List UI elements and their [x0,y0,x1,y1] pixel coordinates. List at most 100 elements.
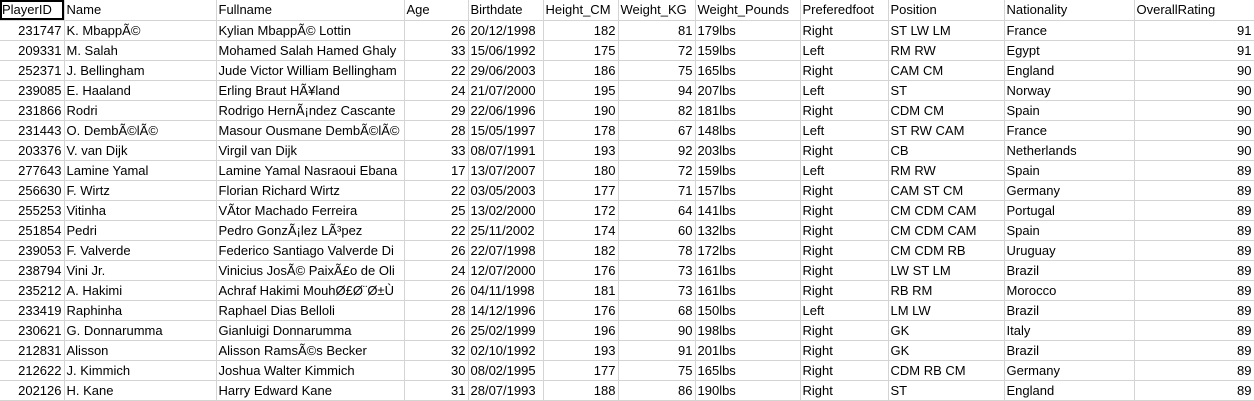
column-header-fullname[interactable]: Fullname [216,0,405,21]
cell-age[interactable]: 28 [404,300,469,321]
cell-position[interactable]: CM CDM RB [888,240,1005,261]
cell-player-id[interactable]: 203376 [0,140,65,161]
cell-height-cm[interactable]: 195 [543,80,619,101]
cell-position[interactable]: LW ST LM [888,260,1005,281]
cell-position[interactable]: LM LW [888,300,1005,321]
column-header-weight-kg[interactable]: Weight_KG [618,0,696,21]
cell-weight-kg[interactable]: 92 [618,140,696,161]
cell-height-cm[interactable]: 177 [543,180,619,201]
cell-age[interactable]: 24 [404,260,469,281]
cell-fullname[interactable]: Masour Ousmane DembÃ©lÃ© [216,120,405,141]
cell-age[interactable]: 33 [404,140,469,161]
cell-nationality[interactable]: Spain [1004,220,1135,241]
cell-preferred-foot[interactable]: Right [800,340,889,361]
column-header-preferred-foot[interactable]: Preferedfoot [800,0,889,21]
cell-weight-kg[interactable]: 67 [618,120,696,141]
cell-weight-pounds[interactable]: 179lbs [695,20,801,41]
cell-weight-kg[interactable]: 86 [618,380,696,401]
cell-age[interactable]: 26 [404,20,469,41]
cell-age[interactable]: 28 [404,120,469,141]
cell-fullname[interactable]: Joshua Walter Kimmich [216,360,405,381]
cell-player-id[interactable]: 255253 [0,200,65,221]
cell-position[interactable]: RM RW [888,160,1005,181]
cell-name[interactable]: Vini Jr. [64,260,217,281]
cell-weight-kg[interactable]: 81 [618,20,696,41]
cell-fullname[interactable]: Lamine Yamal Nasraoui Ebana [216,160,405,181]
column-header-player-id[interactable]: PlayerID [0,0,65,21]
cell-weight-kg[interactable]: 72 [618,160,696,181]
cell-player-id[interactable]: 231747 [0,20,65,41]
cell-nationality[interactable]: France [1004,20,1135,41]
cell-overall-rating[interactable]: 89 [1134,280,1254,301]
cell-player-id[interactable]: 231443 [0,120,65,141]
cell-weight-pounds[interactable]: 201lbs [695,340,801,361]
cell-height-cm[interactable]: 193 [543,140,619,161]
cell-age[interactable]: 25 [404,200,469,221]
cell-height-cm[interactable]: 190 [543,100,619,121]
cell-preferred-foot[interactable]: Right [800,60,889,81]
cell-weight-kg[interactable]: 73 [618,260,696,281]
cell-age[interactable]: 33 [404,40,469,61]
cell-overall-rating[interactable]: 89 [1134,300,1254,321]
cell-height-cm[interactable]: 177 [543,360,619,381]
cell-nationality[interactable]: Portugal [1004,200,1135,221]
cell-preferred-foot[interactable]: Right [800,100,889,121]
cell-overall-rating[interactable]: 90 [1134,140,1254,161]
cell-player-id[interactable]: 233419 [0,300,65,321]
cell-weight-pounds[interactable]: 161lbs [695,260,801,281]
cell-height-cm[interactable]: 176 [543,260,619,281]
cell-fullname[interactable]: Florian Richard Wirtz [216,180,405,201]
cell-player-id[interactable]: 230621 [0,320,65,341]
cell-age[interactable]: 26 [404,240,469,261]
cell-overall-rating[interactable]: 89 [1134,180,1254,201]
cell-player-id[interactable]: 239053 [0,240,65,261]
cell-overall-rating[interactable]: 89 [1134,220,1254,241]
cell-overall-rating[interactable]: 89 [1134,320,1254,341]
cell-position[interactable]: CM CDM CAM [888,220,1005,241]
cell-overall-rating[interactable]: 91 [1134,40,1254,61]
cell-height-cm[interactable]: 186 [543,60,619,81]
cell-height-cm[interactable]: 175 [543,40,619,61]
cell-birthdate[interactable]: 25/02/1999 [468,320,544,341]
cell-overall-rating[interactable]: 89 [1134,260,1254,281]
column-header-name[interactable]: Name [64,0,217,21]
cell-birthdate[interactable]: 22/06/1996 [468,100,544,121]
cell-birthdate[interactable]: 12/07/2000 [468,260,544,281]
cell-age[interactable]: 26 [404,320,469,341]
column-header-overall-rating[interactable]: OverallRating [1134,0,1254,21]
cell-weight-pounds[interactable]: 198lbs [695,320,801,341]
cell-weight-pounds[interactable]: 207lbs [695,80,801,101]
cell-nationality[interactable]: Brazil [1004,300,1135,321]
cell-preferred-foot[interactable]: Left [800,80,889,101]
cell-player-id[interactable]: 235212 [0,280,65,301]
cell-position[interactable]: CAM ST CM [888,180,1005,201]
cell-player-id[interactable]: 202126 [0,380,65,401]
cell-preferred-foot[interactable]: Right [800,240,889,261]
cell-age[interactable]: 17 [404,160,469,181]
cell-position[interactable]: ST [888,80,1005,101]
cell-nationality[interactable]: Brazil [1004,340,1135,361]
cell-name[interactable]: Pedri [64,220,217,241]
cell-weight-pounds[interactable]: 181lbs [695,100,801,121]
cell-preferred-foot[interactable]: Right [800,180,889,201]
cell-player-id[interactable]: 277643 [0,160,65,181]
cell-age[interactable]: 24 [404,80,469,101]
cell-weight-kg[interactable]: 78 [618,240,696,261]
cell-player-id[interactable]: 209331 [0,40,65,61]
cell-age[interactable]: 22 [404,220,469,241]
cell-name[interactable]: F. Wirtz [64,180,217,201]
cell-nationality[interactable]: England [1004,60,1135,81]
cell-nationality[interactable]: Uruguay [1004,240,1135,261]
cell-preferred-foot[interactable]: Left [800,40,889,61]
cell-fullname[interactable]: Vinicius JosÃ© PaixÃ£o de Oli [216,260,405,281]
cell-name[interactable]: M. Salah [64,40,217,61]
cell-preferred-foot[interactable]: Left [800,160,889,181]
cell-height-cm[interactable]: 182 [543,240,619,261]
cell-birthdate[interactable]: 13/02/2000 [468,200,544,221]
cell-overall-rating[interactable]: 90 [1134,60,1254,81]
cell-weight-kg[interactable]: 75 [618,360,696,381]
cell-name[interactable]: O. DembÃ©lÃ© [64,120,217,141]
cell-birthdate[interactable]: 08/02/1995 [468,360,544,381]
cell-birthdate[interactable]: 15/05/1997 [468,120,544,141]
cell-overall-rating[interactable]: 90 [1134,80,1254,101]
